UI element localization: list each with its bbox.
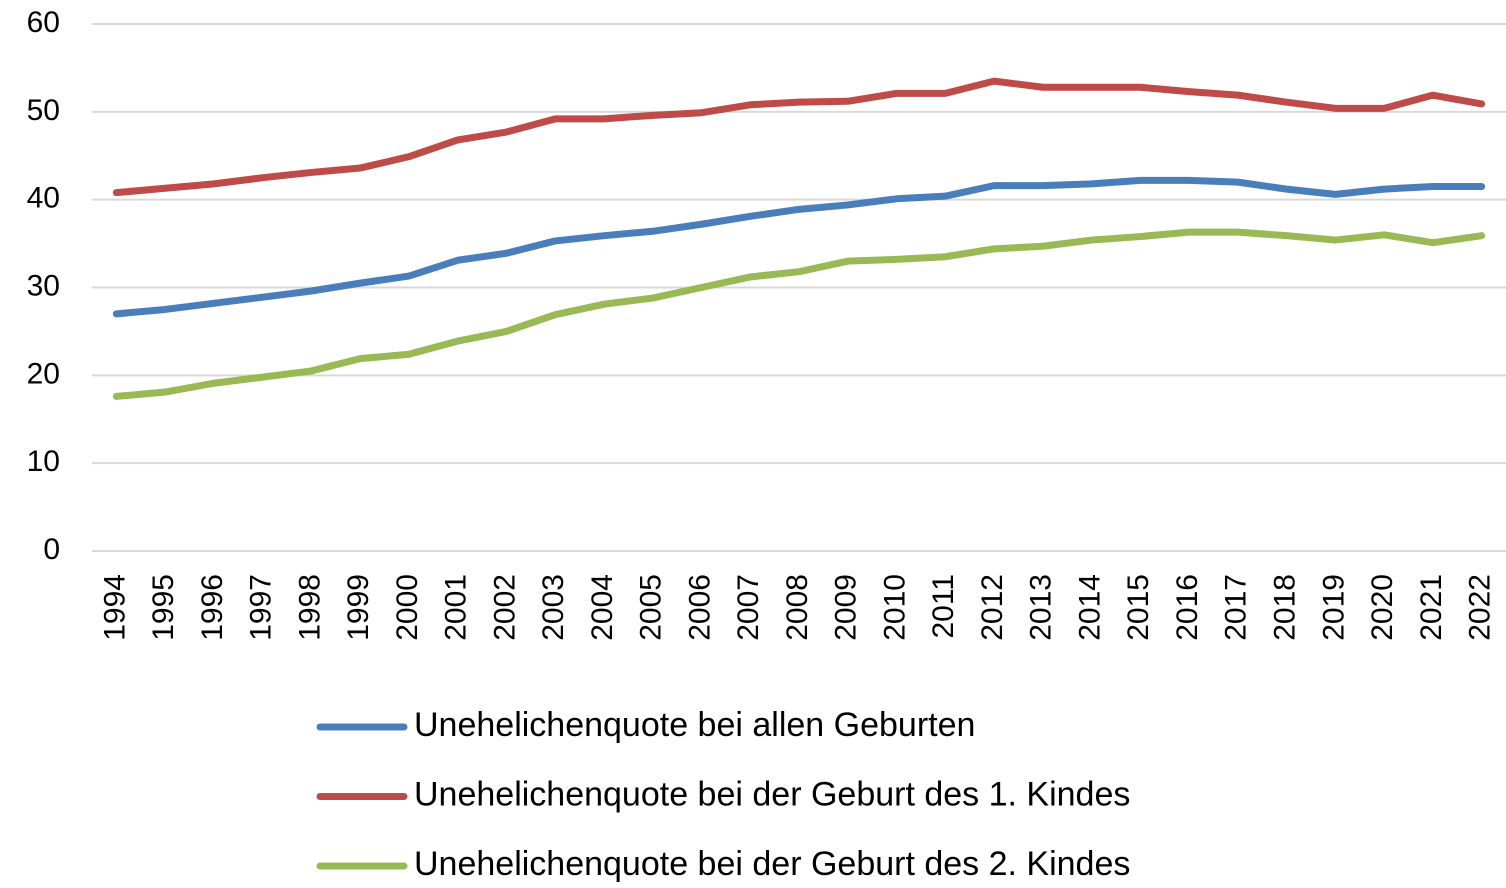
y-tick-label: 60	[27, 6, 60, 39]
y-tick-label: 40	[27, 182, 60, 215]
x-tick-label: 2019	[1317, 574, 1350, 641]
x-tick-label: 2004	[586, 574, 619, 641]
x-tick-label: 2010	[878, 574, 911, 641]
x-tick-label: 1996	[196, 574, 229, 641]
y-tick-label: 10	[27, 445, 60, 478]
legend-label: Unehelichenquote bei allen Geburten	[414, 706, 975, 744]
x-tick-label: 2002	[488, 574, 521, 641]
x-tick-label: 1994	[98, 574, 131, 641]
x-tick-label: 2012	[976, 574, 1009, 641]
legend-label: Unehelichenquote bei der Geburt des 1. K…	[414, 775, 1130, 813]
series-line	[112, 176, 1486, 318]
x-tick-label: 2003	[537, 574, 570, 641]
y-tick-label: 0	[43, 533, 60, 566]
x-tick-label: 2021	[1415, 574, 1448, 641]
x-tick-label: 2015	[1122, 574, 1155, 641]
series-line	[112, 77, 1486, 197]
x-tick-label: 2013	[1025, 574, 1058, 641]
x-tick-label: 2011	[927, 574, 960, 639]
x-tick-label: 1995	[147, 574, 180, 641]
y-tick-label: 50	[27, 94, 60, 127]
x-tick-label: 1997	[245, 574, 278, 641]
y-tick-label: 30	[27, 269, 60, 302]
x-tick-label: 2005	[635, 574, 668, 641]
x-tick-label: 2014	[1073, 574, 1106, 641]
x-tick-label: 2020	[1366, 574, 1399, 641]
x-tick-label: 1999	[342, 574, 375, 641]
x-tick-label: 2018	[1269, 574, 1302, 641]
x-tick-label: 2016	[1171, 574, 1204, 641]
x-tick-label: 2007	[732, 574, 765, 641]
y-tick-label: 20	[27, 357, 60, 390]
x-tick-label: 2006	[683, 574, 716, 641]
x-tick-label: 2000	[391, 574, 424, 641]
x-tick-label: 2009	[830, 574, 863, 641]
legend-label: Unehelichenquote bei der Geburt des 2. K…	[414, 845, 1130, 883]
x-tick-label: 2022	[1464, 574, 1497, 641]
x-tick-label: 2001	[440, 574, 473, 641]
x-tick-label: 2008	[781, 574, 814, 641]
series-line	[112, 228, 1486, 400]
x-tick-label: 2017	[1220, 574, 1253, 641]
x-tick-label: 1998	[293, 574, 326, 641]
